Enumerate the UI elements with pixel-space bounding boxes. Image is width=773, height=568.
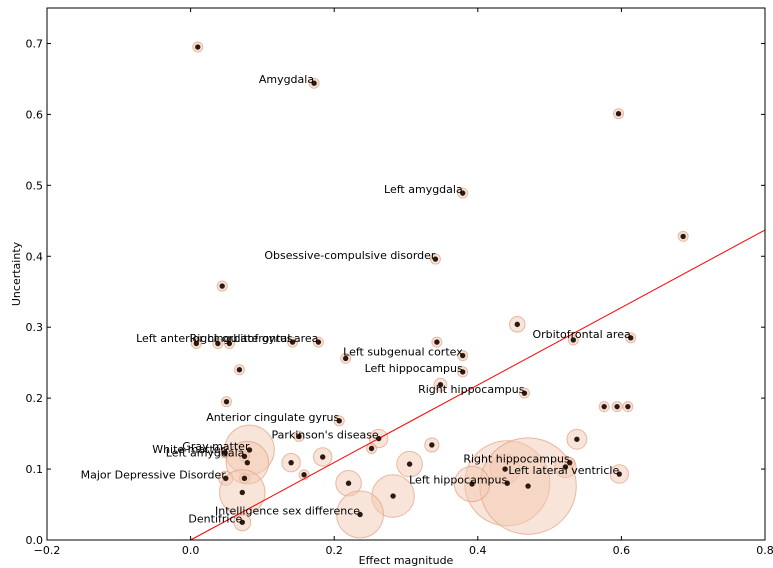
point-label: Left lateral ventricle xyxy=(508,464,619,477)
data-point xyxy=(368,445,375,452)
y-tick-label: 0.4 xyxy=(26,250,44,263)
point-label: Right orbitofrontal area xyxy=(190,332,319,345)
x-tick-label: 0.2 xyxy=(325,544,343,557)
y-tick-label: 0.6 xyxy=(26,108,44,121)
point-label: Left amygdala xyxy=(166,446,245,459)
data-point xyxy=(195,44,201,50)
data-point xyxy=(215,340,221,347)
point-label: Dentifrice xyxy=(188,512,242,525)
data-point xyxy=(502,466,508,472)
x-tick-label: 0.8 xyxy=(756,544,773,557)
data-point xyxy=(432,256,439,262)
data-point xyxy=(525,483,531,489)
point-label: Left anterior cingulate gyrus xyxy=(136,332,293,345)
data-point xyxy=(342,355,349,362)
annotation-layer: Amygdala Left amygdala Obsessive-compulsiv… xyxy=(81,73,631,525)
data-point xyxy=(288,459,294,466)
x-tick-label: 0.0 xyxy=(182,544,200,557)
data-point xyxy=(336,418,342,424)
x-tick-label: 0.4 xyxy=(469,544,487,557)
data-point xyxy=(437,381,444,388)
data-point xyxy=(219,283,225,289)
data-point xyxy=(223,398,230,405)
data-point xyxy=(244,459,251,466)
point-label: Orbitofrontal area xyxy=(532,328,630,341)
data-point xyxy=(570,337,576,343)
point-label: Right hippocampus xyxy=(463,453,570,466)
data-point xyxy=(469,481,475,487)
point-label: Obsessive-compulsive disorder xyxy=(264,249,436,262)
data-point xyxy=(239,519,245,525)
point-label: Anterior cingulate gyrus xyxy=(206,411,339,424)
data-point xyxy=(406,461,413,467)
point-label: Left hippocampus xyxy=(365,362,463,375)
y-tick-label: 0.1 xyxy=(26,463,44,476)
data-point xyxy=(376,435,382,442)
data-point xyxy=(614,403,620,410)
data-point xyxy=(429,442,435,448)
data-point xyxy=(628,335,634,341)
data-point xyxy=(236,367,243,373)
data-point xyxy=(521,390,528,396)
data-point xyxy=(615,110,622,117)
point-label: White matter xyxy=(152,443,225,456)
y-tick-label: 0.0 xyxy=(26,534,44,547)
data-point xyxy=(246,447,253,453)
data-point xyxy=(680,233,686,240)
point-layer xyxy=(193,44,686,525)
data-point xyxy=(241,453,248,459)
data-point xyxy=(562,464,569,470)
data-point xyxy=(616,471,622,477)
data-point xyxy=(434,339,440,345)
point-label: Parkinson's disease xyxy=(271,429,378,442)
point-label: Intelligence sex difference xyxy=(215,504,360,517)
data-point xyxy=(223,475,229,481)
data-point xyxy=(296,433,302,440)
point-label: Gray matter xyxy=(182,440,250,453)
data-point xyxy=(289,339,296,345)
y-axis-title: Uncertainty xyxy=(10,241,23,306)
data-point xyxy=(390,493,396,499)
y-tick-label: 0.3 xyxy=(26,321,44,334)
point-label: Left subgenual cortex xyxy=(343,346,463,359)
y-tick-label: 0.2 xyxy=(26,392,44,405)
data-point xyxy=(226,340,233,347)
data-point xyxy=(574,436,580,442)
axis-ticks: −0.2 0.0 0.2 0.4 0.6 0.80.00.10.20.30.40.50.6… xyxy=(26,8,773,557)
point-label: Major Depressive Disorder xyxy=(81,468,227,481)
data-point xyxy=(460,369,466,375)
y-tick-label: 0.5 xyxy=(26,179,44,192)
data-point xyxy=(601,403,607,410)
reference-line xyxy=(190,229,766,541)
point-label: Right hippocampus xyxy=(418,383,525,396)
data-point xyxy=(311,80,317,86)
data-point xyxy=(345,480,352,486)
data-point xyxy=(239,489,245,496)
data-point xyxy=(514,321,520,328)
plot-frame xyxy=(46,7,766,541)
x-axis-title: Effect magnitude xyxy=(359,554,454,567)
x-tick-label: 0.6 xyxy=(613,544,631,557)
data-point xyxy=(193,340,200,347)
data-point xyxy=(315,339,322,345)
data-point xyxy=(241,475,248,481)
data-point xyxy=(301,472,307,478)
x-tick-label: −0.2 xyxy=(34,544,61,557)
point-label: Left hippocampus xyxy=(409,473,507,486)
data-point xyxy=(460,190,466,196)
point-label: Amygdala xyxy=(259,73,314,86)
data-point xyxy=(625,403,631,410)
data-point xyxy=(357,511,363,518)
data-point xyxy=(567,459,573,466)
data-point xyxy=(222,450,228,456)
point-label: Left amygdala xyxy=(384,183,463,196)
data-point xyxy=(504,480,510,486)
y-tick-label: 0.7 xyxy=(26,37,44,50)
data-point xyxy=(460,352,466,359)
data-point xyxy=(320,454,326,460)
